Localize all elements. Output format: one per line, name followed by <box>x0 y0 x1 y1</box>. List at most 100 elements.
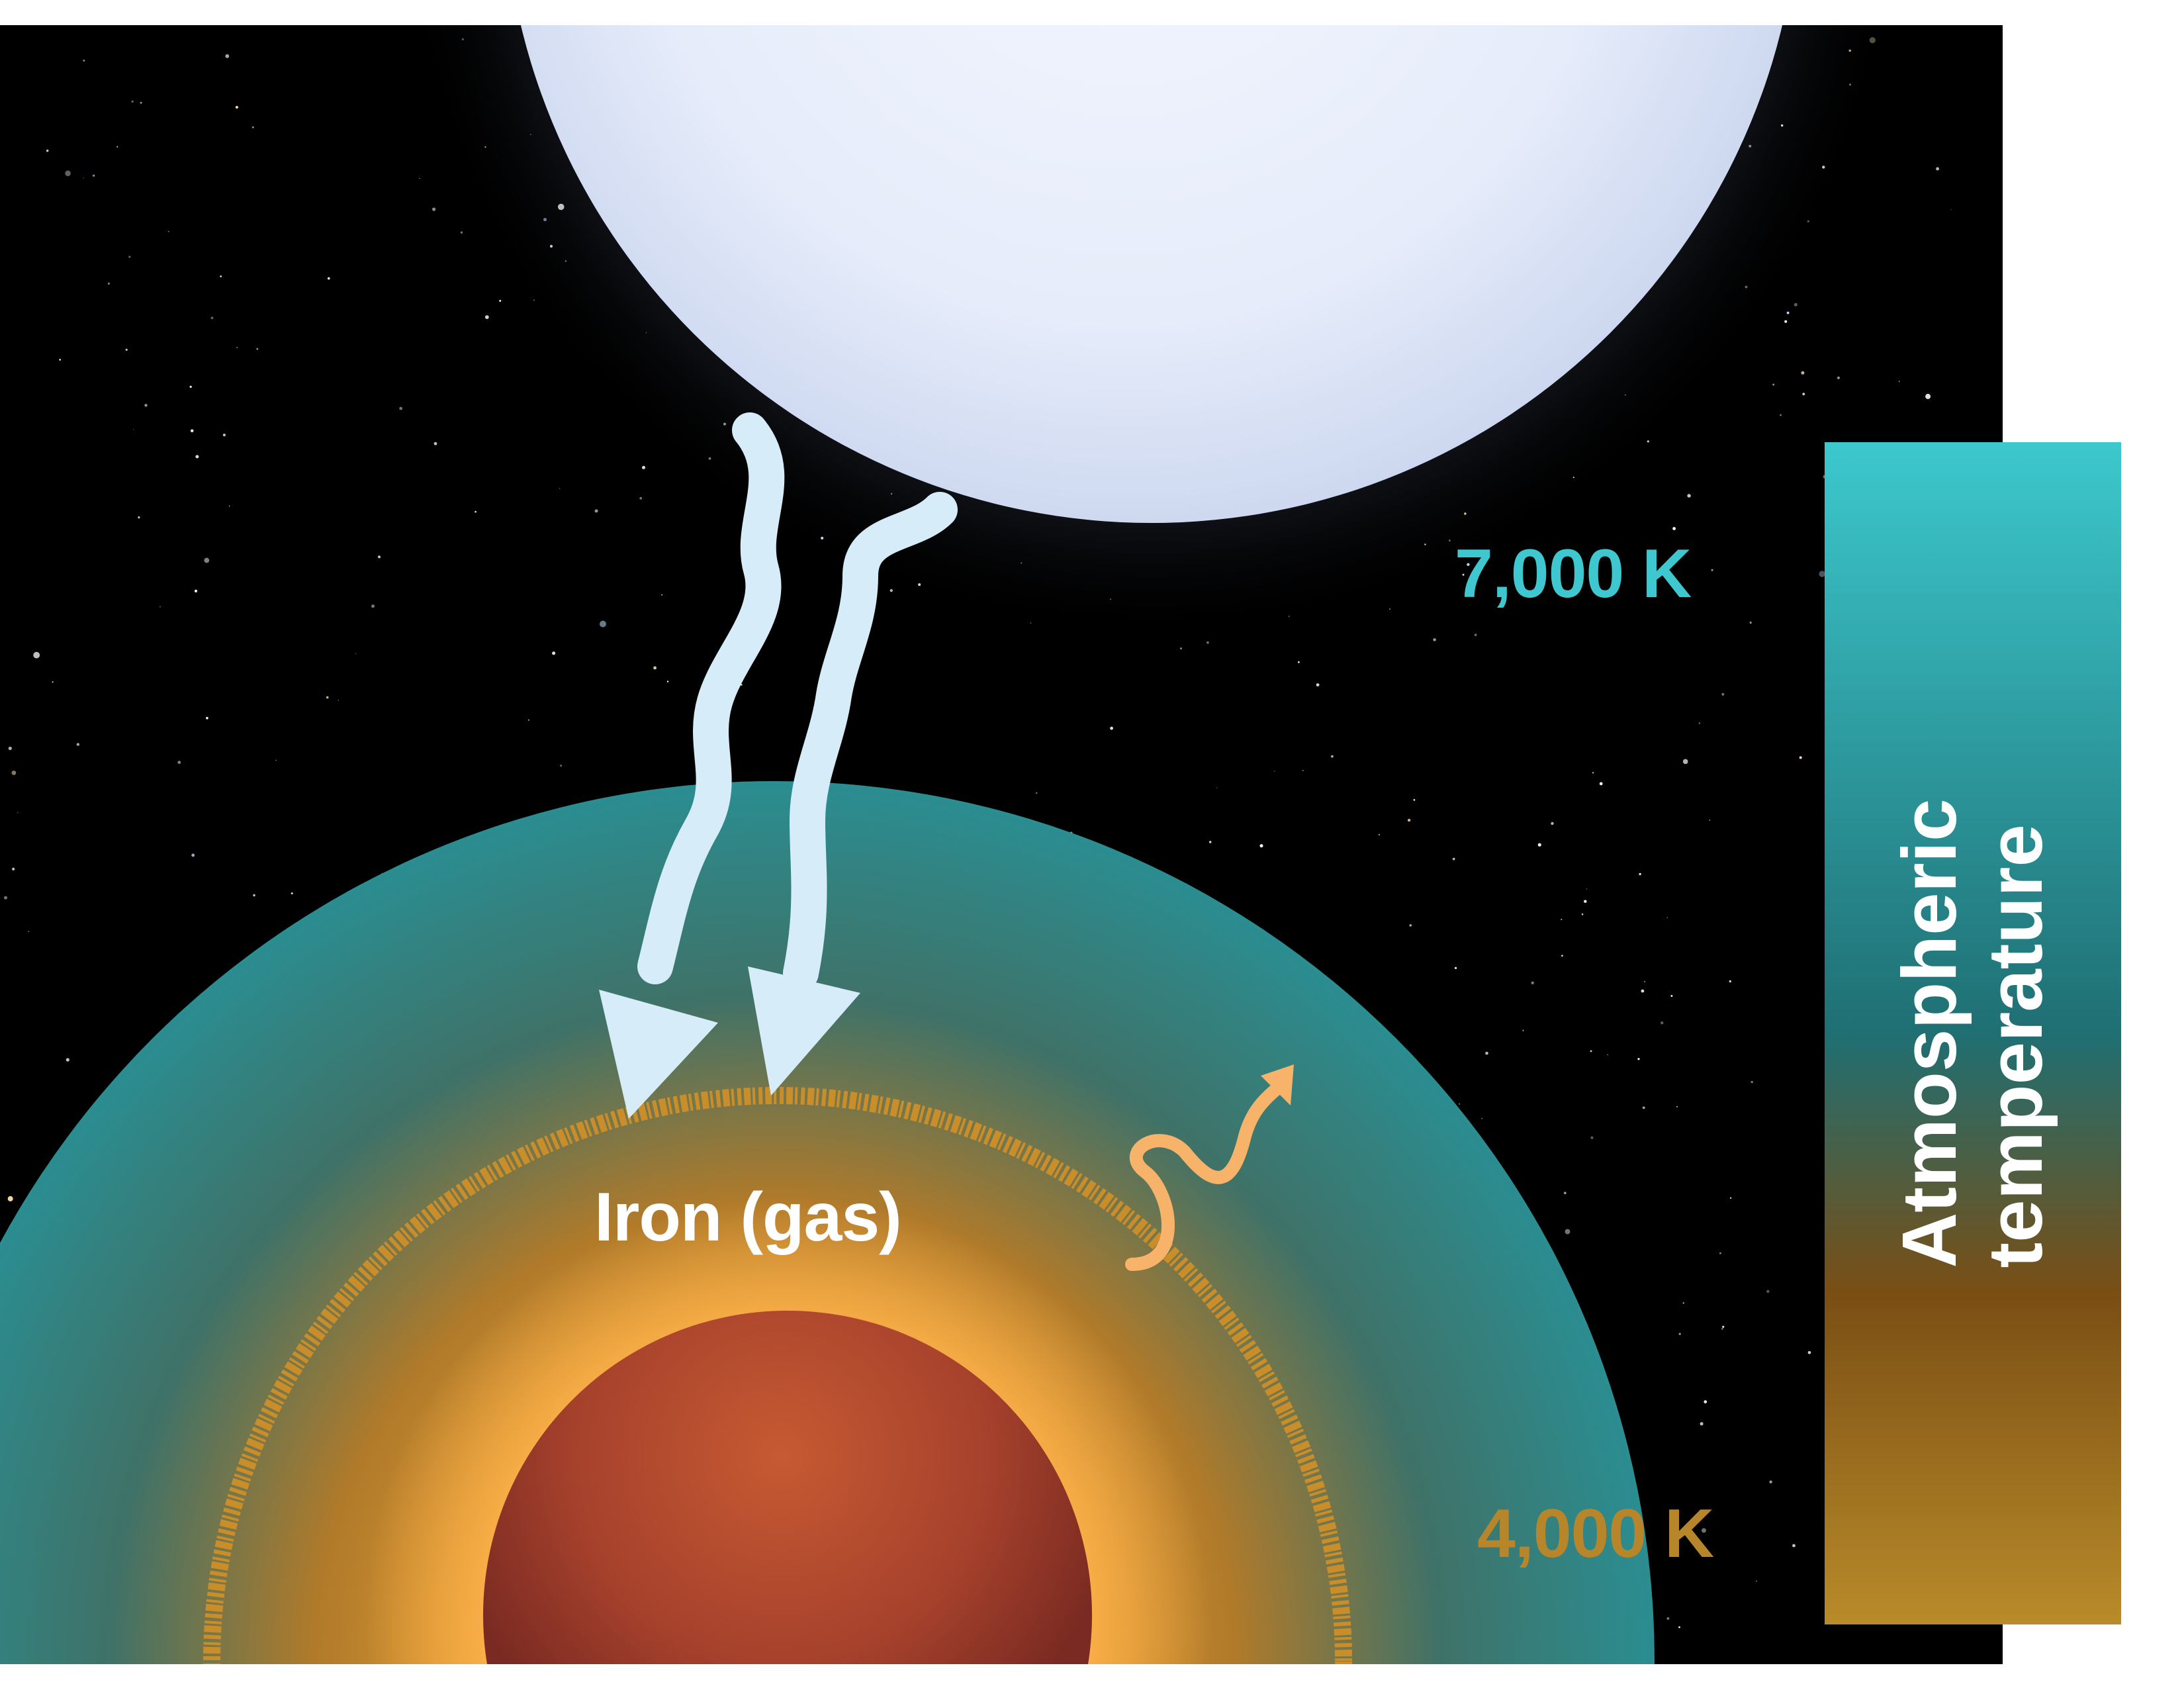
background-star <box>1409 924 1412 927</box>
background-star <box>1784 320 1788 323</box>
background-star <box>1721 1328 1723 1330</box>
background-star <box>1331 755 1334 758</box>
background-star <box>1642 1106 1645 1109</box>
background-star <box>1802 393 1805 396</box>
background-star <box>1730 1197 1732 1199</box>
background-star <box>1180 647 1182 650</box>
background-star <box>1794 303 1797 306</box>
background-star <box>1780 414 1782 416</box>
background-star <box>1722 1325 1725 1328</box>
background-star <box>1661 1021 1664 1025</box>
background-star <box>1592 772 1594 774</box>
background-star <box>140 101 142 104</box>
background-star <box>1607 1054 1608 1056</box>
background-star <box>253 894 255 897</box>
background-star <box>1950 209 1952 211</box>
background-star <box>1700 1422 1704 1426</box>
background-star <box>1786 311 1790 314</box>
temperature-high-label: 7,000 K <box>1455 536 1692 612</box>
background-star <box>1586 888 1588 890</box>
wavy-down-arrow-icon <box>748 492 958 1096</box>
background-star <box>1898 381 1900 382</box>
background-star <box>1678 1333 1681 1335</box>
background-star <box>741 684 743 686</box>
background-star <box>355 653 357 655</box>
background-star <box>600 620 606 628</box>
background-star <box>1721 692 1725 696</box>
background-star <box>168 230 169 232</box>
background-star <box>1643 980 1646 983</box>
background-star <box>46 150 49 152</box>
background-star <box>236 347 238 349</box>
background-star <box>131 100 134 103</box>
background-star <box>1719 1252 1721 1254</box>
background-star <box>552 651 556 655</box>
wavy-up-arrow-icon <box>1125 1064 1294 1271</box>
background-star <box>1698 722 1701 724</box>
temperature-low-label: 4,000 K <box>1477 1495 1714 1572</box>
background-star <box>222 434 226 437</box>
background-star <box>399 406 403 410</box>
background-star <box>1561 918 1563 921</box>
iron-gas-layer <box>203 1087 1352 1688</box>
background-star <box>639 496 642 500</box>
background-star <box>1792 1544 1796 1548</box>
top-frame <box>0 0 2184 25</box>
background-star <box>1729 980 1731 983</box>
background-star <box>144 404 148 407</box>
background-star <box>52 681 54 683</box>
background-star <box>338 700 340 701</box>
background-star <box>1474 633 1477 636</box>
background-star <box>1599 782 1603 786</box>
background-star <box>225 54 230 58</box>
background-star <box>1772 383 1775 386</box>
background-star <box>177 761 181 765</box>
background-star <box>1298 661 1300 663</box>
background-star <box>1316 683 1320 686</box>
background-star <box>1413 799 1416 801</box>
background-star <box>1678 1626 1680 1628</box>
background-star <box>1819 571 1825 577</box>
background-star <box>1687 494 1691 498</box>
background-star <box>1666 1617 1670 1620</box>
background-star <box>560 765 563 767</box>
background-star <box>1590 1050 1592 1053</box>
bar-title-line-1: Atmospheric <box>1886 798 1973 1268</box>
background-star <box>1389 608 1390 610</box>
background-star <box>1206 641 1209 644</box>
background-star <box>191 853 195 857</box>
background-star <box>1766 1289 1770 1293</box>
background-star <box>92 174 95 177</box>
background-star <box>1481 1117 1482 1119</box>
background-star <box>1711 569 1713 571</box>
background-star <box>1378 833 1380 835</box>
background-star <box>1641 989 1645 993</box>
background-star <box>371 604 375 608</box>
background-star <box>661 594 663 596</box>
background-star <box>1216 787 1218 788</box>
background-star <box>59 359 61 361</box>
background-star <box>228 505 230 507</box>
background-star <box>1455 966 1457 969</box>
background-star <box>1751 1081 1753 1084</box>
background-star <box>1259 844 1263 848</box>
background-star <box>1670 995 1673 997</box>
background-star <box>204 557 210 563</box>
background-star <box>28 931 30 933</box>
background-star <box>328 277 330 280</box>
background-star <box>291 892 293 895</box>
background-star <box>1807 1351 1811 1354</box>
background-star <box>1799 756 1802 759</box>
background-star <box>460 231 463 234</box>
background-star <box>1407 818 1411 822</box>
background-star <box>1676 1106 1678 1107</box>
planet <box>483 1311 1092 1688</box>
background-star <box>235 106 238 109</box>
background-star <box>1110 726 1113 730</box>
background-star <box>432 207 436 211</box>
background-star <box>128 256 131 258</box>
background-star <box>194 589 198 593</box>
background-star <box>1531 981 1534 985</box>
background-star <box>8 746 12 751</box>
